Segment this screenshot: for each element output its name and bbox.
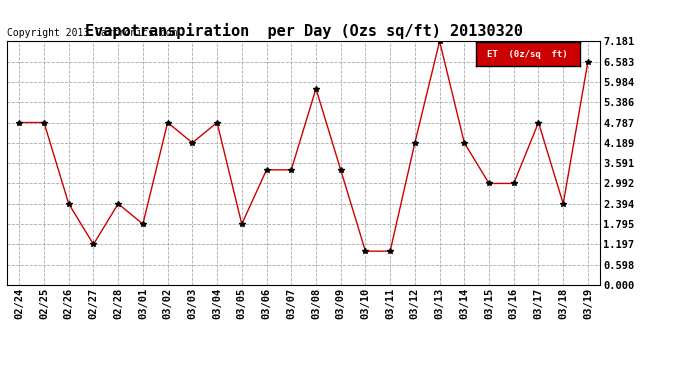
Text: Copyright 2013 Cartronics.com: Copyright 2013 Cartronics.com (7, 28, 177, 38)
Title: Evapotranspiration  per Day (Ozs sq/ft) 20130320: Evapotranspiration per Day (Ozs sq/ft) 2… (85, 23, 522, 39)
